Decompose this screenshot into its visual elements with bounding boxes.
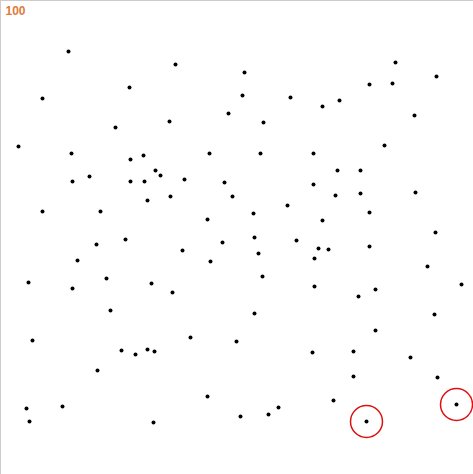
svg-text:100: 100: [6, 4, 26, 18]
